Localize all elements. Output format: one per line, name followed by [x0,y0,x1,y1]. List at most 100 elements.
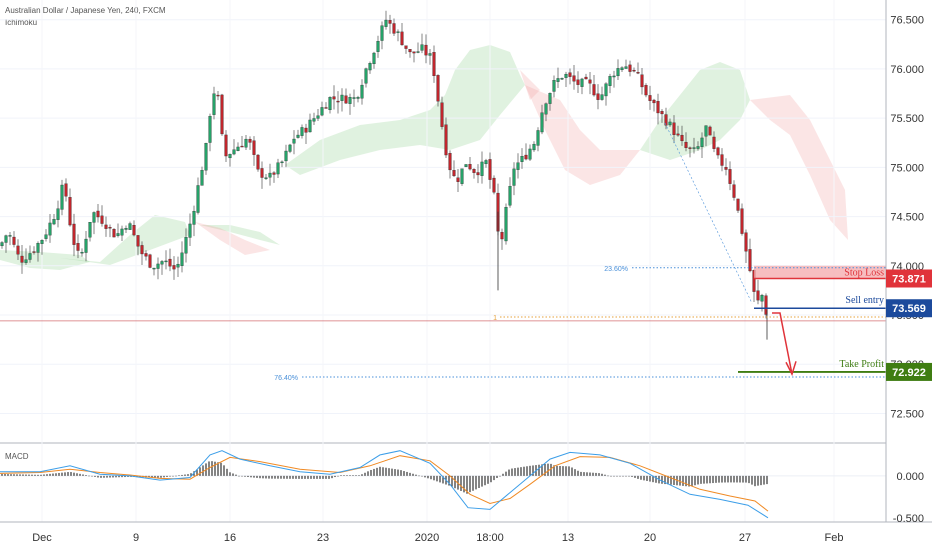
fib-1-line-label: 1 [493,315,497,322]
candle-body [176,263,180,268]
macd-histogram-bar [511,468,513,476]
candle-body [628,64,632,72]
candle-body [692,147,696,149]
candle-body [256,154,260,170]
macd-histogram-bar [412,473,414,476]
candle-body [292,138,296,144]
candle-body [564,73,568,78]
candle-body [424,44,428,56]
macd-histogram-bar [220,462,222,476]
macd-histogram-bar [391,468,393,476]
candle-body [336,100,340,103]
candle-body [684,141,688,148]
trade-arrow [772,312,793,375]
candle-body [324,107,328,109]
stop-loss-price-badge [886,269,932,288]
candle-body [576,79,580,85]
macd-histogram-bar [82,474,84,476]
chart-title: Australian Dollar / Japanese Yen, 240, F… [5,6,166,15]
macd-histogram-bar [607,475,609,477]
candle-body [492,177,496,193]
macd-histogram-bar [268,475,270,479]
macd-histogram-bar [748,475,750,484]
macd-histogram-bar [313,475,315,479]
kumo-cloud-bearish-1 [520,70,540,100]
candle-body [536,130,540,146]
macd-histogram-bar [256,475,258,478]
macd-tick-label: 0.000 [896,471,924,483]
macd-histogram-bar [91,475,93,477]
candle-body [112,228,116,238]
macd-histogram-bar [16,474,18,476]
macd-histogram-bar [550,463,552,476]
macd-histogram-bar [697,475,699,485]
macd-histogram-bar [631,475,633,477]
macd-histogram-bar [199,467,201,476]
macd-histogram-bar [289,475,291,479]
macd-histogram-bar [487,475,489,484]
candle-body [352,97,356,99]
macd-histogram-bar [439,475,441,483]
macd-histogram-bar [754,475,756,487]
candle-body [612,75,616,78]
candle-body [584,76,588,80]
candle-body [716,147,720,156]
candle-body [208,116,212,143]
candle-body [740,208,744,234]
macd-histogram-bar [622,475,624,477]
macd-histogram-bar [763,475,765,485]
candle-body [756,290,760,301]
stop-loss-price-badge-text: 73.871 [892,273,926,285]
macd-histogram-bar [547,463,549,476]
candle-body [528,148,532,160]
candle-body [624,66,628,69]
candle-body [84,238,88,253]
candle-body [476,172,480,176]
candle-body [676,133,680,136]
macd-histogram-bar [718,475,720,483]
stop-loss-label: Stop Loss [844,267,884,278]
macd-histogram-bar [580,471,582,476]
candle-body [36,243,40,253]
candle-body [744,232,748,252]
macd-histogram-bar [307,475,309,479]
candle-body [724,167,728,170]
macd-histogram-bar [397,469,399,476]
candle-body [312,118,316,122]
macd-histogram-bar [298,475,300,479]
macd-histogram-bar [424,475,426,478]
candle-body [640,74,644,88]
macd-histogram-bar [346,475,348,476]
macd-histogram-bar [349,475,351,476]
candle-body [728,169,732,184]
macd-histogram-bar [742,475,744,483]
macd-histogram-bar [106,475,108,478]
macd-histogram-bar [163,475,165,478]
macd-histogram-bar [184,474,186,476]
candle-body [284,150,288,162]
price-tick-label: 76.000 [890,64,924,76]
candle-body [464,164,468,167]
macd-histogram-bar [325,475,327,479]
macd-histogram-bar [568,466,570,476]
candle-body [168,258,172,267]
candle-body [484,160,488,165]
macd-histogram-bar [370,469,372,476]
candle-body [520,156,524,162]
macd-histogram-bar [466,475,468,494]
macd-histogram-bar [757,475,759,486]
candle-body [52,219,56,225]
macd-histogram-bar [724,475,726,483]
macd-histogram-bar [70,472,72,476]
candle-body [408,49,412,53]
macd-histogram-bar [196,469,198,476]
macd-histogram-bar [682,475,684,486]
candle-body [720,154,724,166]
price-tick-label: 76.500 [890,15,924,27]
macd-histogram-bar [292,475,294,479]
candle-body [388,20,392,24]
macd-histogram-bar [55,473,57,476]
candle-body [532,143,536,151]
